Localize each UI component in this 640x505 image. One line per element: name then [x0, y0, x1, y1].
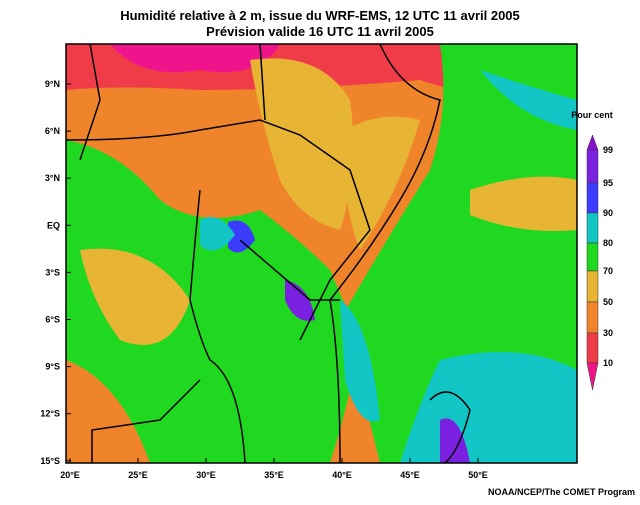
colorbar-segment [586, 134, 599, 151]
latitude-label: 6°N [45, 126, 60, 136]
colorbar-label: 50 [603, 297, 613, 307]
colorbar-segment [586, 242, 599, 272]
credit: NOAA/NCEP/The COMET Program [488, 487, 635, 497]
latitude-label: 9°N [45, 79, 60, 89]
latitude-label: 3°S [45, 267, 60, 277]
latitude-label: EQ [47, 220, 60, 230]
colorbar-segment [586, 182, 599, 214]
colorbar-title: Pour cent [571, 110, 613, 120]
colorbar-segment [586, 301, 599, 334]
colorbar-segment [586, 332, 599, 364]
map-frame [65, 43, 578, 464]
colorbar-label: 99 [603, 145, 613, 155]
longitude-label: 40°E [332, 470, 352, 480]
colorbar-label: 90 [603, 208, 613, 218]
colorbar-label: 30 [603, 328, 613, 338]
subtitle: Prévision valide 16 UTC 11 avril 2005 [206, 24, 434, 39]
longitude-label: 30°E [196, 470, 216, 480]
title: Humidité relative à 2 m, issue du WRF-EM… [120, 8, 520, 23]
colorbar-label: 80 [603, 238, 613, 248]
colorbar-label: 10 [603, 358, 613, 368]
humidity-field [66, 44, 577, 463]
latitude-labels: 9°N 6°N 3°N EQ 3°S 6°S 9°S 12°S 15°S [40, 79, 71, 466]
colorbar-segment [586, 270, 599, 303]
longitude-labels: 20°E 25°E 30°E 35°E 40°E 45°E 50°E [60, 458, 488, 480]
colorbar-label: 95 [603, 178, 613, 188]
longitude-label: 45°E [400, 470, 420, 480]
longitude-label: 50°E [468, 470, 488, 480]
latitude-label: 12°S [40, 409, 60, 419]
latitude-label: 15°S [40, 456, 60, 466]
longitude-label: 25°E [128, 470, 148, 480]
colorbar-segment [586, 149, 599, 184]
colorbar-label: 70 [603, 266, 613, 276]
latitude-label: 9°S [45, 362, 60, 372]
colorbar-segment [586, 212, 599, 244]
longitude-label: 20°E [60, 470, 80, 480]
colorbar: 99 95 90 80 70 50 30 10 [586, 134, 613, 391]
latitude-label: 3°N [45, 173, 60, 183]
longitude-label: 35°E [264, 470, 284, 480]
colorbar-segment [586, 362, 599, 391]
latitude-label: 6°S [45, 315, 60, 325]
